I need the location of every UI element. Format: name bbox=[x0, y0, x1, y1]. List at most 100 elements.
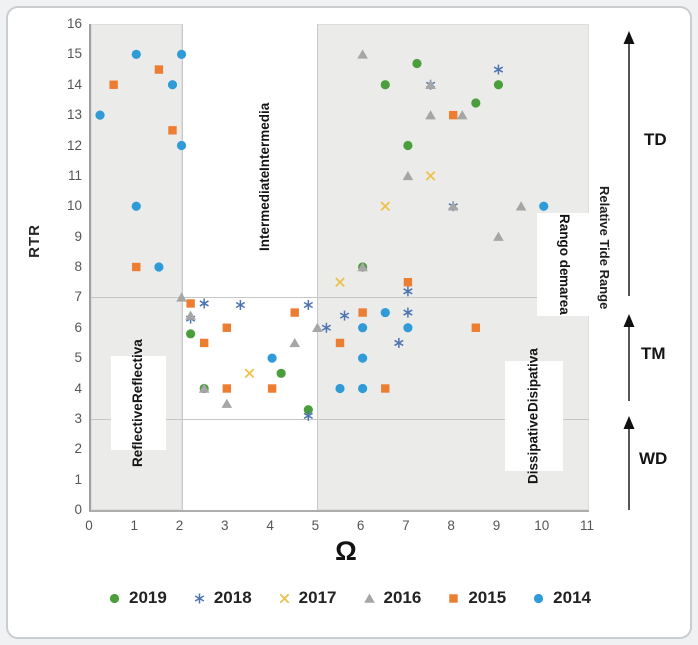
data-point-2014 bbox=[403, 323, 413, 333]
data-point-2018 bbox=[303, 410, 313, 421]
data-point-2016 bbox=[447, 201, 459, 211]
x-tick: 0 bbox=[85, 518, 93, 533]
zone-tm-label: TM bbox=[641, 344, 666, 363]
dot-legend-icon bbox=[534, 593, 544, 603]
data-point-2014 bbox=[167, 80, 178, 90]
data-point-2015 bbox=[448, 110, 458, 120]
data-point-2018 bbox=[403, 307, 413, 318]
data-point-2016 bbox=[289, 337, 301, 348]
data-point-2016 bbox=[456, 110, 468, 120]
asterisk-legend-icon bbox=[194, 593, 205, 603]
y-tick: 16 bbox=[66, 16, 82, 31]
data-point-2014 bbox=[131, 49, 141, 59]
x-tick: 1 bbox=[130, 518, 139, 533]
data-point-2016 bbox=[425, 110, 436, 120]
legend-label: 2018 bbox=[213, 588, 252, 607]
zone-label-reflective-line1: Reflective bbox=[130, 403, 146, 467]
data-point-2014 bbox=[358, 353, 368, 363]
legend-item-2014: 2014 bbox=[531, 588, 591, 608]
zone-label-intermediate-line1: Intermediate bbox=[257, 171, 273, 252]
y-tick: 7 bbox=[74, 289, 82, 305]
circle-legend-icon bbox=[109, 593, 120, 603]
data-point-2016 bbox=[185, 310, 196, 320]
legend-item-2019: 2019 bbox=[107, 588, 167, 608]
legend-item-2018: 2018 bbox=[192, 588, 252, 608]
x-tick: 7 bbox=[402, 518, 410, 533]
x-tick: 4 bbox=[266, 518, 274, 533]
data-point-2019 bbox=[403, 140, 413, 151]
data-point-2016 bbox=[221, 398, 233, 408]
data-point-2015 bbox=[381, 384, 390, 393]
y-axis-title: RTR bbox=[26, 224, 43, 258]
zone-td-label: TD bbox=[644, 130, 667, 149]
data-point-2015 bbox=[290, 308, 299, 317]
data-point-2015 bbox=[267, 384, 277, 393]
y-tick: 10 bbox=[66, 198, 82, 214]
zone-label-dissipative: Dissipative Disipativa bbox=[505, 348, 563, 484]
data-point-2018 bbox=[199, 298, 209, 309]
data-point-2015 bbox=[154, 65, 164, 74]
data-point-2014 bbox=[131, 201, 141, 211]
x-legend-icon bbox=[279, 593, 290, 603]
x-tick: 5 bbox=[311, 518, 320, 533]
y-tick: 4 bbox=[74, 380, 82, 396]
legend-label: 2015 bbox=[468, 588, 507, 607]
legend-label: 2019 bbox=[129, 588, 167, 607]
gridline-y bbox=[91, 297, 589, 299]
gridline-y bbox=[91, 418, 589, 420]
data-point-2018 bbox=[235, 299, 246, 310]
data-point-2014 bbox=[176, 49, 187, 59]
y-tick: 15 bbox=[66, 46, 82, 62]
data-point-2015 bbox=[168, 126, 177, 135]
data-point-2019 bbox=[276, 368, 286, 378]
data-point-2018 bbox=[403, 286, 413, 297]
y-tick: 5 bbox=[74, 350, 82, 366]
data-point-2016 bbox=[357, 49, 368, 59]
y-tick: 9 bbox=[74, 228, 82, 244]
x-tick: 8 bbox=[447, 518, 455, 533]
data-point-2018 bbox=[303, 299, 313, 310]
right-axis-title: Relative Tide Range bbox=[597, 186, 612, 310]
zone-label-rango-de-marea: Rango de marea bbox=[537, 213, 591, 316]
data-point-2015 bbox=[403, 277, 413, 287]
y-tick: 13 bbox=[66, 107, 82, 123]
data-point-2019 bbox=[303, 405, 313, 415]
data-point-2019 bbox=[471, 98, 481, 108]
x-axis-title: Ω bbox=[335, 536, 357, 566]
zone-label-dissipative-line2: Disipativa bbox=[525, 348, 541, 413]
y-tick: 3 bbox=[74, 410, 82, 426]
data-point-2014 bbox=[539, 201, 549, 211]
y-tick: 2 bbox=[74, 441, 82, 457]
legend-item-2015: 2015 bbox=[446, 588, 506, 608]
triangle-legend-icon bbox=[363, 593, 375, 603]
y-tick: 12 bbox=[66, 137, 82, 153]
data-point-2019 bbox=[493, 80, 504, 90]
data-point-2015 bbox=[335, 338, 345, 348]
scatter-points bbox=[95, 49, 549, 421]
data-point-2014 bbox=[358, 383, 368, 394]
data-point-2018 bbox=[339, 310, 350, 321]
y-tick: 0 bbox=[74, 502, 82, 517]
data-point-2018 bbox=[493, 64, 504, 75]
rango-line2: marea bbox=[557, 275, 573, 316]
data-point-2017 bbox=[380, 201, 391, 212]
data-point-2015 bbox=[186, 299, 195, 308]
plot-area bbox=[89, 24, 589, 512]
data-point-2016 bbox=[493, 231, 504, 241]
data-point-2016 bbox=[515, 201, 527, 211]
data-point-2019 bbox=[380, 80, 390, 90]
data-point-2016 bbox=[357, 262, 368, 272]
gridline-x bbox=[317, 24, 319, 510]
data-point-2017 bbox=[425, 171, 436, 181]
square-legend-icon bbox=[449, 593, 459, 603]
data-point-2016 bbox=[425, 79, 436, 89]
x-tick: 2 bbox=[175, 518, 184, 533]
data-point-2017 bbox=[335, 277, 345, 288]
data-point-2014 bbox=[176, 140, 187, 151]
data-point-2017 bbox=[244, 368, 255, 379]
x-tick: 10 bbox=[534, 518, 550, 533]
data-point-2014 bbox=[380, 307, 390, 318]
legend: 2019 2018 2017 2016 2015 2014 bbox=[0, 588, 698, 608]
legend-item-2016: 2016 bbox=[362, 588, 421, 608]
